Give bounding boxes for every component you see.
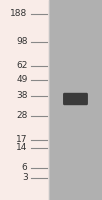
Text: 98: 98 [16, 38, 28, 46]
Text: 17: 17 [16, 136, 28, 144]
Text: 14: 14 [16, 144, 28, 152]
FancyBboxPatch shape [64, 94, 87, 104]
Bar [49, 0, 102, 200]
Text: 49: 49 [16, 75, 28, 84]
Text: 62: 62 [16, 62, 28, 71]
Bar [0, 0, 49, 200]
Text: 38: 38 [16, 92, 28, 100]
Text: 28: 28 [16, 112, 28, 120]
Text: 6: 6 [22, 164, 28, 172]
Text: 188: 188 [10, 9, 28, 19]
Text: 3: 3 [22, 173, 28, 182]
